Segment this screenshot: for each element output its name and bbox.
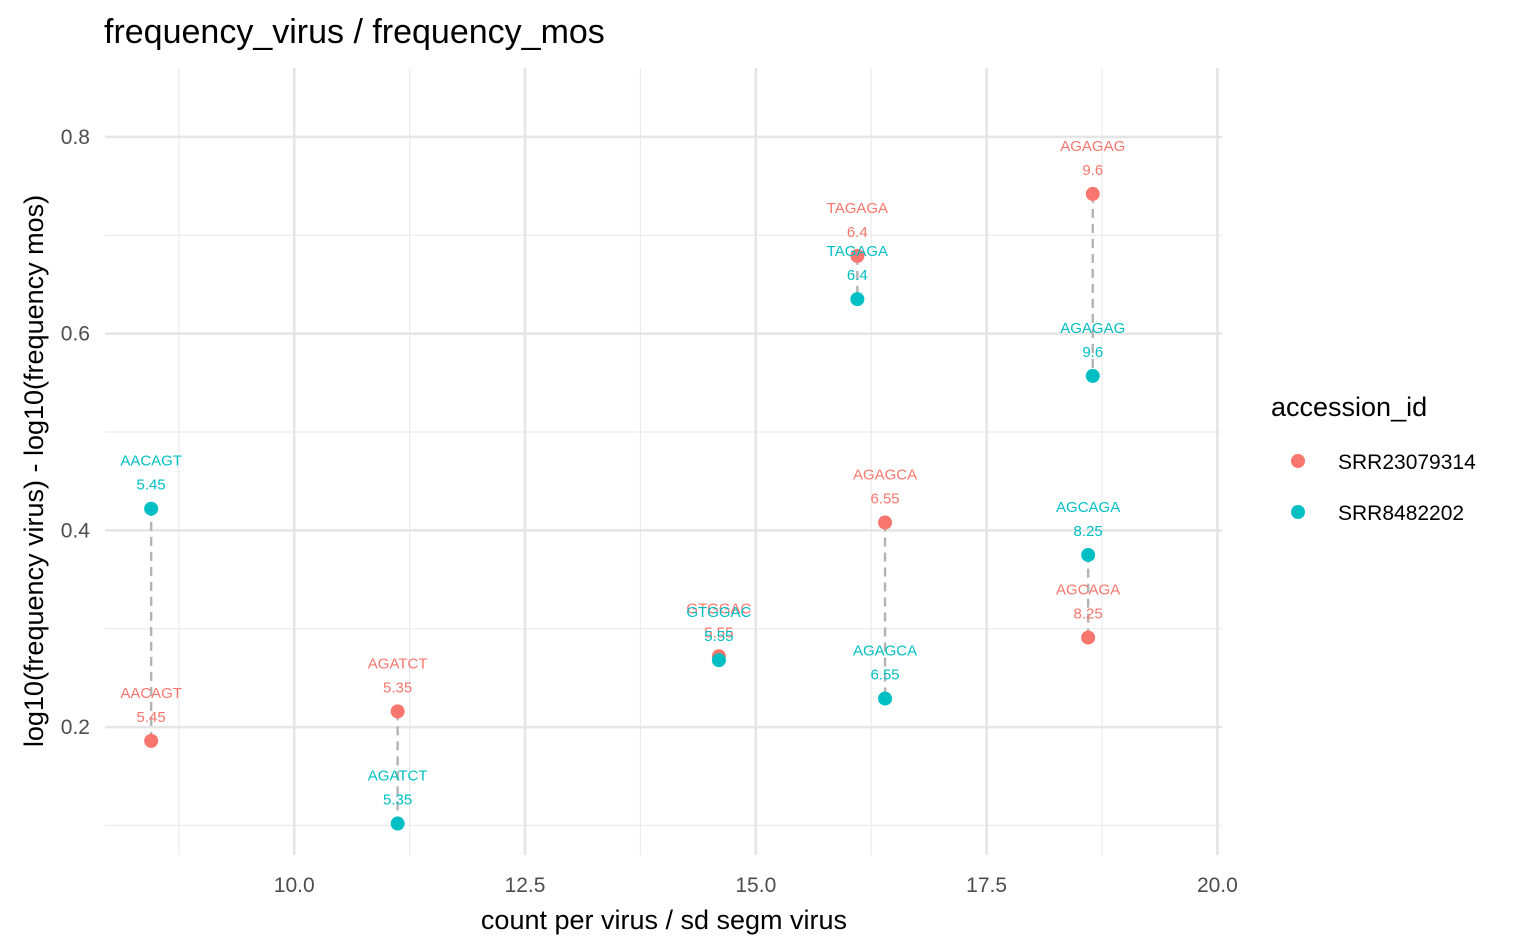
x-tick-label: 10.0 xyxy=(274,874,315,897)
point-motif-label: AGAGCA xyxy=(853,643,917,660)
data-point xyxy=(144,501,159,516)
point-value-label: 6.4 xyxy=(847,224,868,241)
point-motif-label: AGAGAG xyxy=(1060,320,1125,337)
point-motif-label: AGAGCA xyxy=(853,466,917,483)
point-value-label: 5.55 xyxy=(704,624,733,641)
x-tick-label: 12.5 xyxy=(505,874,546,897)
point-value-label: 5.35 xyxy=(383,679,412,696)
legend: accession_id SRR23079314 SRR8482202 xyxy=(1271,392,1476,525)
x-tick-label: 20.0 xyxy=(1197,874,1238,897)
point-value-label: 5.55 xyxy=(704,628,733,645)
point-value-label: 6.55 xyxy=(870,490,899,507)
point-value-label: 9.6 xyxy=(1082,344,1103,361)
pair-connectors xyxy=(149,193,1094,824)
data-point xyxy=(144,733,159,748)
minor-gridlines xyxy=(105,68,1222,855)
point-motif-label: AGCAGA xyxy=(1056,582,1120,599)
data-point xyxy=(878,691,893,706)
data-point xyxy=(1085,186,1100,201)
x-axis-tick-labels: 10.0 12.5 15.0 17.5 20.0 xyxy=(274,874,1238,897)
data-point xyxy=(1081,547,1096,562)
data-points xyxy=(144,186,1100,831)
y-tick-label: 0.8 xyxy=(61,126,90,149)
y-tick-label: 0.2 xyxy=(61,716,90,739)
point-value-label: 9.6 xyxy=(1082,162,1103,179)
data-point xyxy=(878,515,893,530)
y-axis-tick-labels: 0.2 0.4 0.6 0.8 xyxy=(61,126,91,739)
data-point xyxy=(390,704,405,719)
point-motif-label: AGATCT xyxy=(368,768,428,785)
point-value-label: 8.25 xyxy=(1074,606,1103,623)
x-tick-label: 15.0 xyxy=(735,874,776,897)
legend-key xyxy=(1291,454,1305,468)
point-motif-label: GTGGAC xyxy=(686,600,751,617)
x-axis-title: count per virus / sd segm virus xyxy=(481,905,847,935)
point-value-label: 5.45 xyxy=(137,477,166,494)
point-motif-label: AGAGAG xyxy=(1060,138,1125,155)
point-motif-label: AGCAGA xyxy=(1056,499,1120,516)
point-motif-label: AACAGT xyxy=(120,685,182,702)
point-labels: AACAGT 5.45 AGATCT 5.35 GTGGAC 5.55 TAGAGA 6.4 A… xyxy=(120,138,1125,809)
point-motif-label: TAGAGA xyxy=(827,243,888,260)
point-motif-label: GTGGAC xyxy=(686,604,751,621)
point-value-label: 6.4 xyxy=(847,267,868,284)
data-point xyxy=(850,248,865,263)
point-value-label: 8.25 xyxy=(1074,523,1103,540)
legend-title: accession_id xyxy=(1271,392,1427,422)
data-point xyxy=(1085,368,1100,383)
legend-label: SRR8482202 xyxy=(1338,502,1464,525)
y-axis-title: log10(frequency virus) - log10(frequency… xyxy=(19,195,49,747)
chart-title: frequency_virus / frequency_mos xyxy=(104,13,605,51)
major-gridlines xyxy=(105,68,1222,855)
legend-label: SRR23079314 xyxy=(1338,451,1476,474)
x-tick-label: 17.5 xyxy=(966,874,1007,897)
data-point xyxy=(1081,630,1096,645)
data-point xyxy=(390,816,405,831)
point-value-label: 6.55 xyxy=(870,667,899,684)
point-motif-label: AGATCT xyxy=(368,655,428,672)
legend-key xyxy=(1291,505,1305,519)
point-motif-label: AACAGT xyxy=(120,453,182,470)
data-point xyxy=(711,653,726,668)
data-point xyxy=(850,292,865,307)
point-motif-label: TAGAGA xyxy=(827,200,888,217)
point-value-label: 5.45 xyxy=(137,709,166,726)
point-value-label: 5.35 xyxy=(383,792,412,809)
y-tick-label: 0.6 xyxy=(61,323,90,346)
y-tick-label: 0.4 xyxy=(61,519,91,542)
